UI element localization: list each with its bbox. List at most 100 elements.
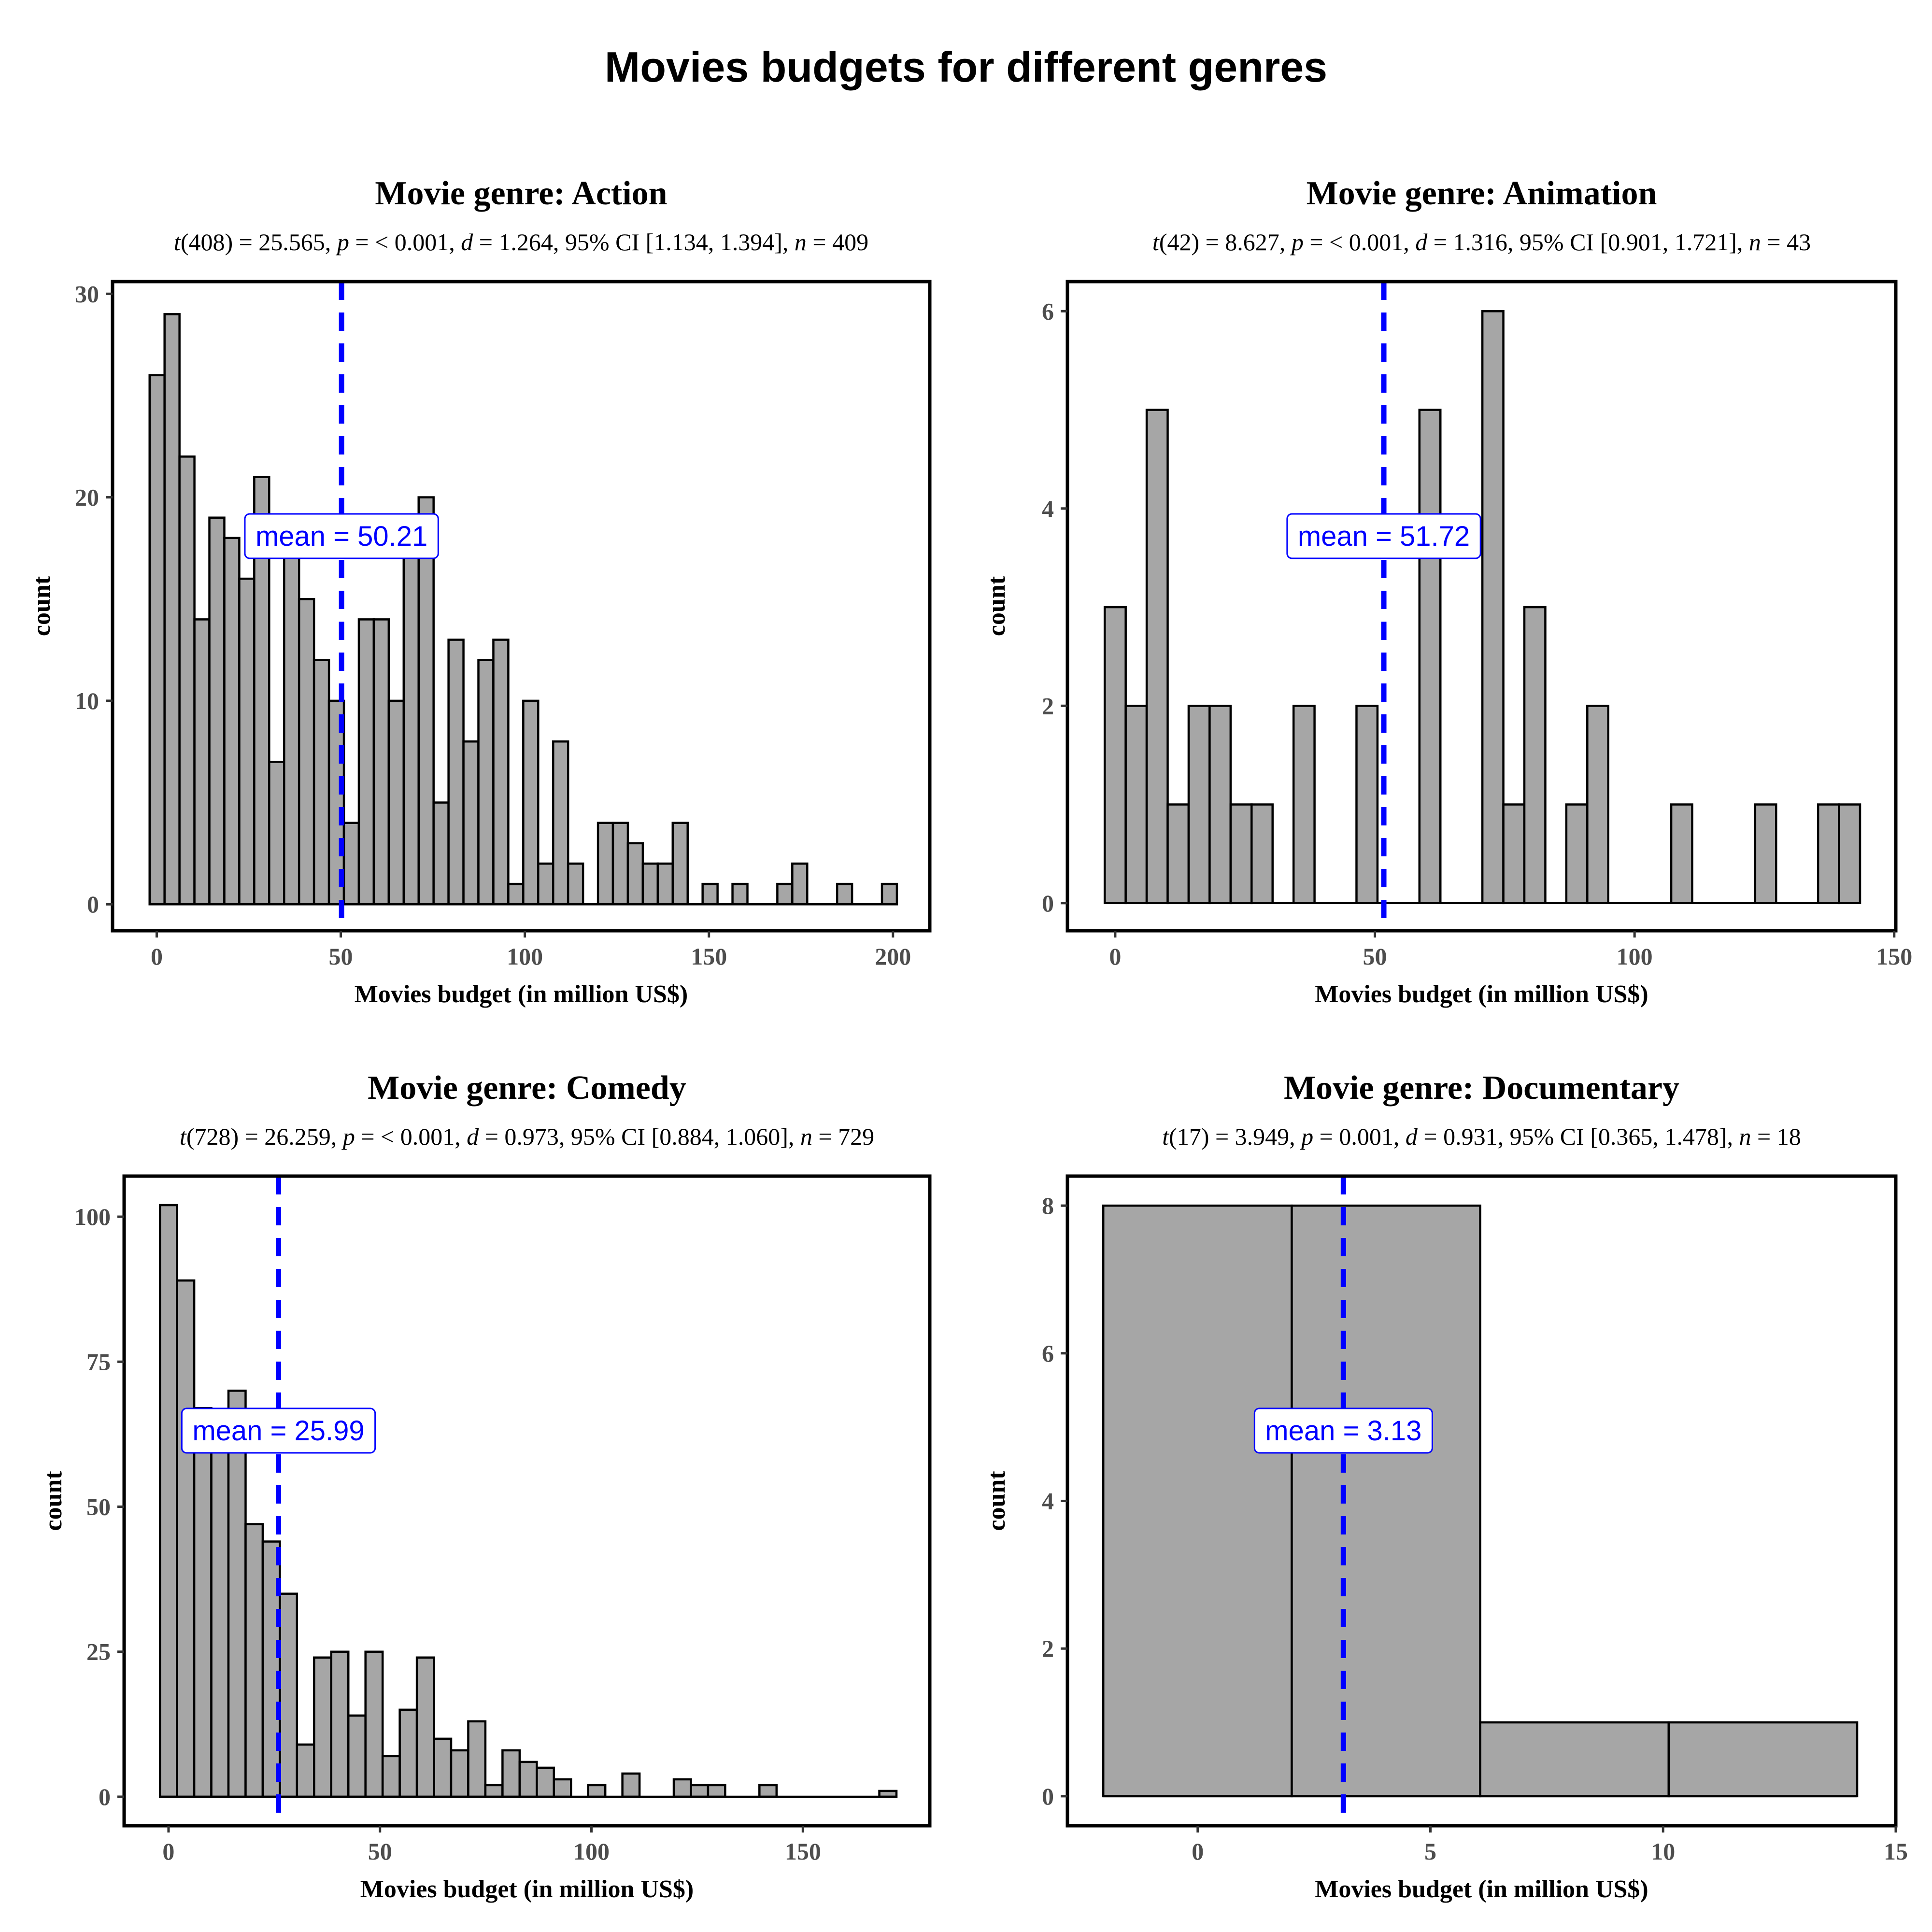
y-tick-label: 25 <box>86 1638 111 1665</box>
panel-subtitle: t(408) = 25.565, p = < 0.001, d = 1.264,… <box>174 228 868 256</box>
histogram-bar <box>1208 705 1232 905</box>
histogram-bar <box>1481 310 1505 905</box>
y-tick-label: 2 <box>1042 1635 1054 1662</box>
histogram-bar <box>450 1749 469 1798</box>
histogram-bar <box>1166 803 1190 905</box>
histogram-bar <box>330 1650 350 1798</box>
x-tick-label: 150 <box>1876 943 1912 970</box>
histogram-bar <box>836 882 853 906</box>
mean-label-box <box>244 513 439 559</box>
y-axis-title: count <box>28 576 56 636</box>
panel-subtitle: t(42) = 8.627, p = < 0.001, d = 1.316, 9… <box>1152 228 1811 256</box>
histogram-bar <box>731 882 749 906</box>
histogram-bar <box>1838 803 1861 905</box>
x-axis: 0 50 100 150 <box>162 1826 821 1865</box>
y-axis-title: count <box>983 1471 1010 1531</box>
histogram-bar <box>1523 606 1547 905</box>
histogram-bar <box>357 618 375 906</box>
y-tick-label: 20 <box>75 484 99 511</box>
y-tick-label: 6 <box>1042 1340 1054 1367</box>
histogram-bar <box>553 1778 572 1798</box>
histogram-bar <box>537 862 554 906</box>
histogram-bar <box>597 822 614 906</box>
histogram-bar <box>507 882 525 906</box>
histogram-bar <box>611 822 629 906</box>
figure-title: Movies budgets for different genres <box>604 43 1328 91</box>
x-tick-label: 200 <box>875 943 911 970</box>
histogram-bar <box>881 882 898 906</box>
y-axis-title: count <box>40 1471 67 1531</box>
histogram-bar <box>415 1656 435 1798</box>
y-axis: 0 2 4 6 <box>1042 298 1067 917</box>
panel-frame <box>111 280 932 933</box>
histogram-bar <box>1355 705 1379 905</box>
histogram-bar <box>758 1784 778 1798</box>
histogram-bar <box>567 862 584 906</box>
bars <box>148 313 898 906</box>
y-axis: 0 10 20 30 <box>75 280 113 918</box>
mean-label-text: mean = 51.72 <box>1298 521 1470 552</box>
histogram-bar <box>484 1784 504 1798</box>
y-tick-label: 8 <box>1042 1192 1054 1219</box>
y-tick-label: 50 <box>86 1493 111 1520</box>
x-axis: 0 50 100 150 200 <box>151 931 911 970</box>
x-tick-label: 5 <box>1424 1838 1436 1865</box>
panel-title: Movie genre: Animation <box>1307 175 1657 212</box>
histogram-bar <box>193 1407 213 1798</box>
x-tick-label: 150 <box>785 1838 821 1865</box>
histogram-bar <box>296 1743 315 1798</box>
panel-action: Movie genre: Action t(408) = 25.565, p =… <box>28 175 932 1008</box>
histogram-bar <box>238 577 256 906</box>
histogram-bar <box>672 1778 692 1798</box>
mean-label-box <box>1253 1407 1433 1454</box>
x-tick-label: 150 <box>691 943 727 970</box>
histogram-bar <box>387 699 405 906</box>
mean-label-text: mean = 3.13 <box>1265 1415 1421 1447</box>
histogram-bar <box>447 639 465 906</box>
mean-label-box <box>1286 513 1481 559</box>
bars <box>158 1204 898 1798</box>
histogram-bar <box>176 1279 196 1798</box>
histogram-bar <box>1292 705 1316 905</box>
histogram-bar <box>1418 409 1442 905</box>
histogram-bar <box>298 598 315 906</box>
histogram-bar <box>492 639 510 906</box>
histogram-bar <box>587 1784 607 1798</box>
x-tick-label: 100 <box>573 1838 610 1865</box>
mean-label: mean = 3.13 <box>1253 1407 1433 1454</box>
x-axis-title: Movies budget (in million US$) <box>1315 980 1648 1008</box>
histogram-bar <box>342 822 360 906</box>
histogram-bar <box>381 1755 401 1798</box>
histogram-bar <box>671 822 689 906</box>
histogram-bar <box>283 516 300 906</box>
histogram-bar <box>477 659 495 906</box>
histogram-bar <box>1586 705 1609 905</box>
histogram-bar <box>227 1390 247 1798</box>
histogram-bar <box>1754 803 1777 905</box>
x-tick-label: 50 <box>329 943 353 970</box>
histogram-bar <box>1124 705 1148 905</box>
histogram-bar <box>626 842 644 906</box>
panel-frame <box>122 1174 932 1828</box>
histogram-bar <box>364 1650 384 1798</box>
x-tick-label: 15 <box>1884 1838 1908 1865</box>
y-tick-label: 0 <box>99 1783 111 1810</box>
histogram-bar <box>1667 1721 1859 1798</box>
y-axis-title: count <box>983 576 1010 636</box>
panel-title: Movie genre: Documentary <box>1284 1069 1679 1107</box>
histogram-bar <box>1250 803 1274 905</box>
histogram-bar <box>432 801 450 906</box>
histogram-bar <box>163 313 181 906</box>
histogram-bar <box>1479 1721 1670 1798</box>
histogram-bar <box>656 862 674 906</box>
histogram-bar <box>1502 803 1526 905</box>
histogram-bar <box>244 1523 264 1798</box>
histogram-bar <box>552 740 569 906</box>
histogram-bar <box>621 1772 641 1798</box>
histogram-bar <box>1817 803 1840 905</box>
histogram-bar <box>1670 803 1693 905</box>
histogram-bar <box>402 516 420 906</box>
histogram-bar <box>223 537 241 906</box>
x-tick-label: 0 <box>1109 943 1121 970</box>
histogram-bar <box>417 496 435 906</box>
